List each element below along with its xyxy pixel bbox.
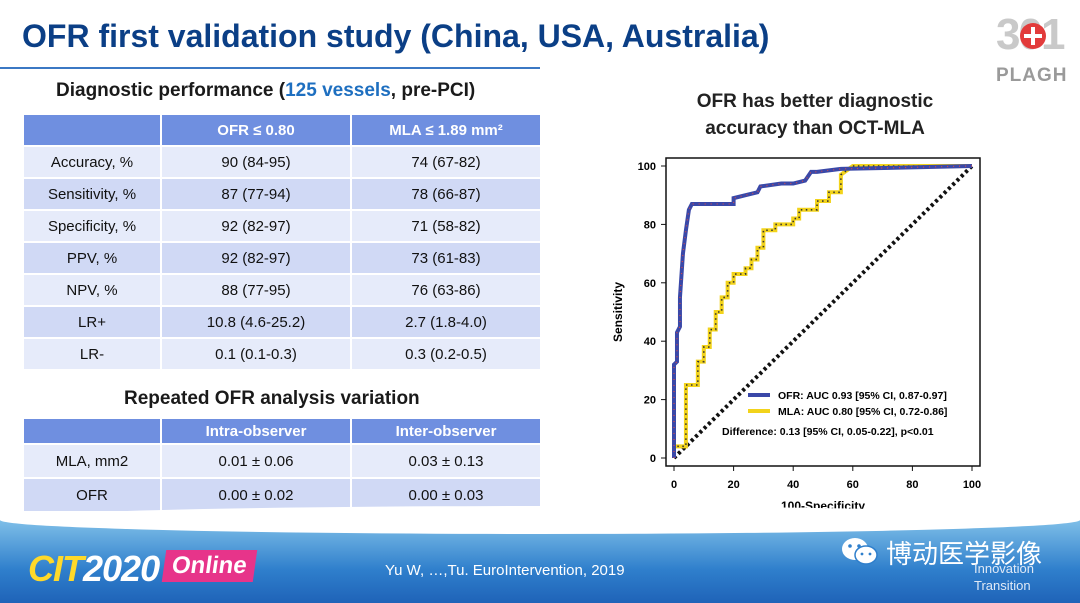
table-cell: 74 (67-82) xyxy=(350,145,542,179)
table-cell: 71 (58-82) xyxy=(350,209,542,243)
online-badge: Online xyxy=(161,550,257,582)
difference-annotation: Difference: 0.13 [95% CI, 0.05-0.22], p<… xyxy=(722,426,934,438)
table-cell: 0.3 (0.2-0.5) xyxy=(350,337,542,371)
x-tick-label: 0 xyxy=(671,479,677,491)
mla-series-dots xyxy=(673,165,972,458)
table-cell: 73 (61-83) xyxy=(350,241,542,275)
cit-logo: CIT2020 xyxy=(28,548,160,589)
table-cell: 92 (82-97) xyxy=(160,209,352,243)
legend-label-ofr: OFR: AUC 0.93 [95% CI, 0.87-0.97] xyxy=(778,390,947,402)
wechat-account-name: 博动医学影像 xyxy=(886,540,1043,570)
y-tick-label: 0 xyxy=(650,453,656,465)
title-underline xyxy=(0,67,540,69)
diag-heading: Diagnostic performance (125 vessels, pre… xyxy=(56,80,476,101)
row-label: NPV, % xyxy=(22,273,162,307)
row-label: OFR xyxy=(22,477,162,513)
y-tick-label: 80 xyxy=(644,219,656,231)
row-label: Specificity, % xyxy=(22,209,162,243)
table-row: NPV, % 88 (77-95) 76 (63-86) xyxy=(22,273,542,307)
page-title: OFR first validation study (China, USA, … xyxy=(22,18,770,54)
table-header-row: OFR ≤ 0.80 MLA ≤ 1.89 mm² xyxy=(22,113,542,147)
plot-frame xyxy=(665,157,981,467)
innovation-watermark: Innovation Transition xyxy=(974,561,1034,593)
y-axis-label: Sensitivity xyxy=(611,282,625,342)
x-tick-label: 100 xyxy=(963,479,981,491)
table-row: MLA, mm2 0.01 ± 0.06 0.03 ± 0.13 xyxy=(22,443,542,479)
citation: Yu W, …,Tu. EuroIntervention, 2019 xyxy=(385,562,625,579)
y-tick-label: 100 xyxy=(638,161,656,173)
x-tick-label: 60 xyxy=(847,479,859,491)
header-cell xyxy=(22,113,162,147)
table-cell: 90 (84-95) xyxy=(160,145,352,179)
table-row: PPV, % 92 (82-97) 73 (61-83) xyxy=(22,241,542,275)
chart-title: OFR has better diagnostic accuracy than … xyxy=(696,91,934,139)
diagnostic-table: OFR ≤ 0.80 MLA ≤ 1.89 mm² Accuracy, % 90 … xyxy=(22,113,542,371)
x-tick-label: 20 xyxy=(727,479,739,491)
header-cell: Intra-observer xyxy=(160,417,352,445)
row-label: LR- xyxy=(22,337,162,371)
y-tick-label: 60 xyxy=(644,278,656,290)
footer: CIT2020 Online Yu W, …,Tu. EuroIntervent… xyxy=(0,506,1080,603)
table-cell: 2.7 (1.8-4.0) xyxy=(350,305,542,339)
table-cell: 87 (77-94) xyxy=(160,177,352,211)
repeat-heading: Repeated OFR analysis variation xyxy=(124,388,420,409)
legend-label-mla: MLA: AUC 0.80 [95% CI, 0.72-0.86] xyxy=(778,406,947,418)
table-header-row: Intra-observer Inter-observer xyxy=(22,417,542,445)
y-tick-label: 40 xyxy=(644,336,656,348)
table-row: Specificity, % 92 (82-97) 71 (58-82) xyxy=(22,209,542,243)
header-cell: OFR ≤ 0.80 xyxy=(160,113,352,147)
row-label: PPV, % xyxy=(22,241,162,275)
table-row: LR+ 10.8 (4.6-25.2) 2.7 (1.8-4.0) xyxy=(22,305,542,339)
logo-text: PLAGH xyxy=(996,65,1068,86)
table-cell: 76 (63-86) xyxy=(350,273,542,307)
wechat-icon xyxy=(842,538,878,565)
hospital-logo: 301 PLAGH xyxy=(990,10,1076,90)
red-cross-icon xyxy=(1020,23,1046,49)
vessel-count: 125 vessels xyxy=(285,80,391,101)
header-cell xyxy=(22,417,162,445)
roc-chart: 0 20 40 60 80 100020406080100100-SpecificityS… xyxy=(611,157,981,513)
x-tick-label: 80 xyxy=(906,479,918,491)
row-label: Sensitivity, % xyxy=(22,177,162,211)
table-cell: 0.01 ± 0.06 xyxy=(160,443,352,479)
header-cell: MLA ≤ 1.89 mm² xyxy=(350,113,542,147)
header-cell: Inter-observer xyxy=(350,417,542,445)
table-row: Sensitivity, % 87 (77-94) 78 (66-87) xyxy=(22,177,542,211)
row-label: MLA, mm2 xyxy=(22,443,162,479)
table-row: Accuracy, % 90 (84-95) 74 (67-82) xyxy=(22,145,542,179)
table-row: LR- 0.1 (0.1-0.3) 0.3 (0.2-0.5) xyxy=(22,337,542,371)
x-tick-label: 40 xyxy=(787,479,799,491)
table-cell: 0.1 (0.1-0.3) xyxy=(160,337,352,371)
footer-banner xyxy=(0,506,1080,603)
table-cell: 78 (66-87) xyxy=(350,177,542,211)
table-cell: 88 (77-95) xyxy=(160,273,352,307)
table-cell: 0.03 ± 0.13 xyxy=(350,443,542,479)
table-cell: 10.8 (4.6-25.2) xyxy=(160,305,352,339)
repeat-table: Intra-observer Inter-observer MLA, mm2 0.… xyxy=(22,417,542,513)
ofr-series-line xyxy=(672,164,973,458)
table-cell: 92 (82-97) xyxy=(160,241,352,275)
row-label: LR+ xyxy=(22,305,162,339)
row-label: Accuracy, % xyxy=(22,145,162,179)
y-tick-label: 20 xyxy=(644,395,656,407)
